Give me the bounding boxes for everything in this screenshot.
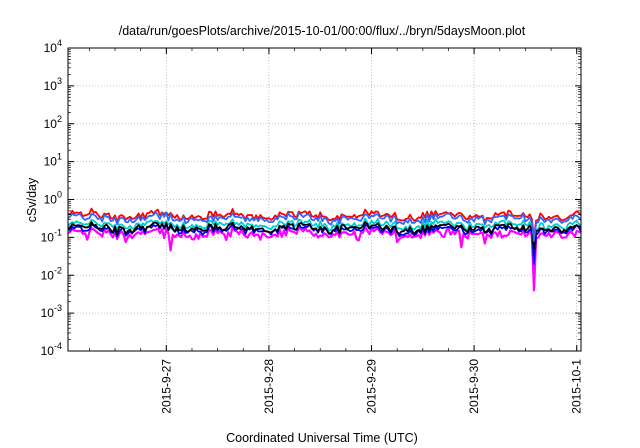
x-tick-label: 2015-9-30 [467,359,481,414]
y-tick-label: 100 [44,190,62,207]
series-line [67,207,582,239]
y-tick-label: 10-2 [41,265,62,282]
y-tick-label: 10-3 [41,303,62,320]
chart-title: /data/run/goesPlots/archive/2015-10-01/0… [119,24,526,38]
y-tick-label: 101 [44,152,62,169]
x-tick-label: 2015-10-1 [570,359,584,414]
x-tick-label: 2015-9-28 [262,359,276,414]
series-line [67,211,582,242]
y-tick-label: 10-4 [41,341,62,358]
y-tick-label: 103 [44,76,62,93]
y-tick-label: 10-1 [41,227,62,244]
y-axis: 10-4 10-3 10-2 10-1 100 101 102 103 104 [41,38,581,358]
x-axis-label: Coordinated Universal Time (UTC) [226,431,418,445]
series-group [67,207,582,292]
y-tick-label: 104 [44,38,62,55]
y-tick-label: 102 [44,114,62,131]
x-axis: 2015-9-27 2015-9-28 2015-9-29 2015-9-30 2015… [89,48,584,414]
x-tick-label: 2015-9-29 [365,359,379,414]
plot-area-frame [67,47,582,352]
y-axis-label: cSv/day [25,177,39,222]
series-line [67,221,582,250]
grid [68,48,581,351]
series-line [67,225,582,292]
x-tick-label: 2015-9-27 [159,359,173,414]
